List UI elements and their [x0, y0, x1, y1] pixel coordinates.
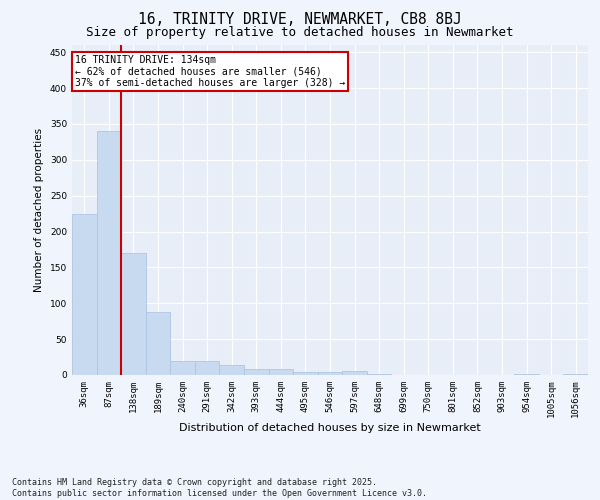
Bar [195, 360, 220, 375]
Bar [318, 372, 342, 375]
Bar [293, 372, 318, 375]
Bar [244, 368, 269, 375]
Y-axis label: Number of detached properties: Number of detached properties [34, 128, 44, 292]
Bar [342, 372, 367, 375]
Bar [72, 214, 97, 375]
Bar [220, 365, 244, 375]
Bar [367, 374, 391, 375]
X-axis label: Distribution of detached houses by size in Newmarket: Distribution of detached houses by size … [179, 423, 481, 433]
Bar [121, 253, 146, 375]
Text: 16 TRINITY DRIVE: 134sqm
← 62% of detached houses are smaller (546)
37% of semi-: 16 TRINITY DRIVE: 134sqm ← 62% of detach… [74, 55, 345, 88]
Bar [514, 374, 539, 375]
Text: Contains HM Land Registry data © Crown copyright and database right 2025.
Contai: Contains HM Land Registry data © Crown c… [12, 478, 427, 498]
Bar [269, 368, 293, 375]
Bar [563, 374, 588, 375]
Bar [97, 131, 121, 375]
Text: 16, TRINITY DRIVE, NEWMARKET, CB8 8BJ: 16, TRINITY DRIVE, NEWMARKET, CB8 8BJ [138, 12, 462, 28]
Bar [146, 312, 170, 375]
Bar [170, 360, 195, 375]
Text: Size of property relative to detached houses in Newmarket: Size of property relative to detached ho… [86, 26, 514, 39]
